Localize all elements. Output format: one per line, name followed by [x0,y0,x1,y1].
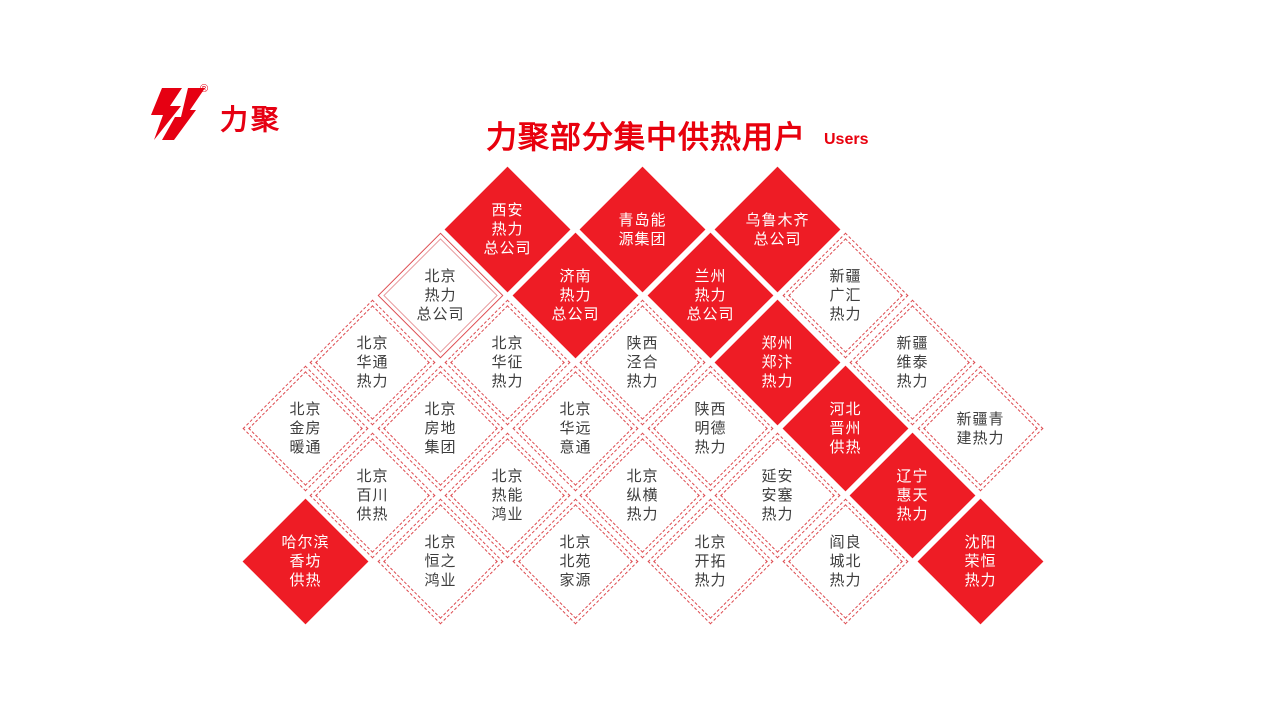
company-label: 北京 恒之 鸿业 [423,534,456,589]
liju-logo-icon: ® [151,83,208,140]
page-title: 力聚部分集中供热用户 [486,120,806,155]
company-label: 阎良 城北 热力 [828,534,861,589]
liju-logo: ® 力聚 [148,82,282,146]
company-label: 哈尔滨 香坊 供热 [280,534,329,589]
company-label: 北京 北苑 家源 [558,534,591,589]
company-diamond-haerbin-xiangfang: 哈尔滨 香坊 供热 [242,498,368,625]
company-diamond-shenyang-rongheng: 沈阳 荣恒 热力 [917,498,1043,625]
company-label: 北京 开拓 热力 [693,534,726,589]
brand-text: 力聚 [220,104,283,135]
users-subtitle: Users [824,131,869,148]
registered-mark: ® [200,83,208,95]
company-label: 沈阳 荣恒 热力 [963,534,996,589]
